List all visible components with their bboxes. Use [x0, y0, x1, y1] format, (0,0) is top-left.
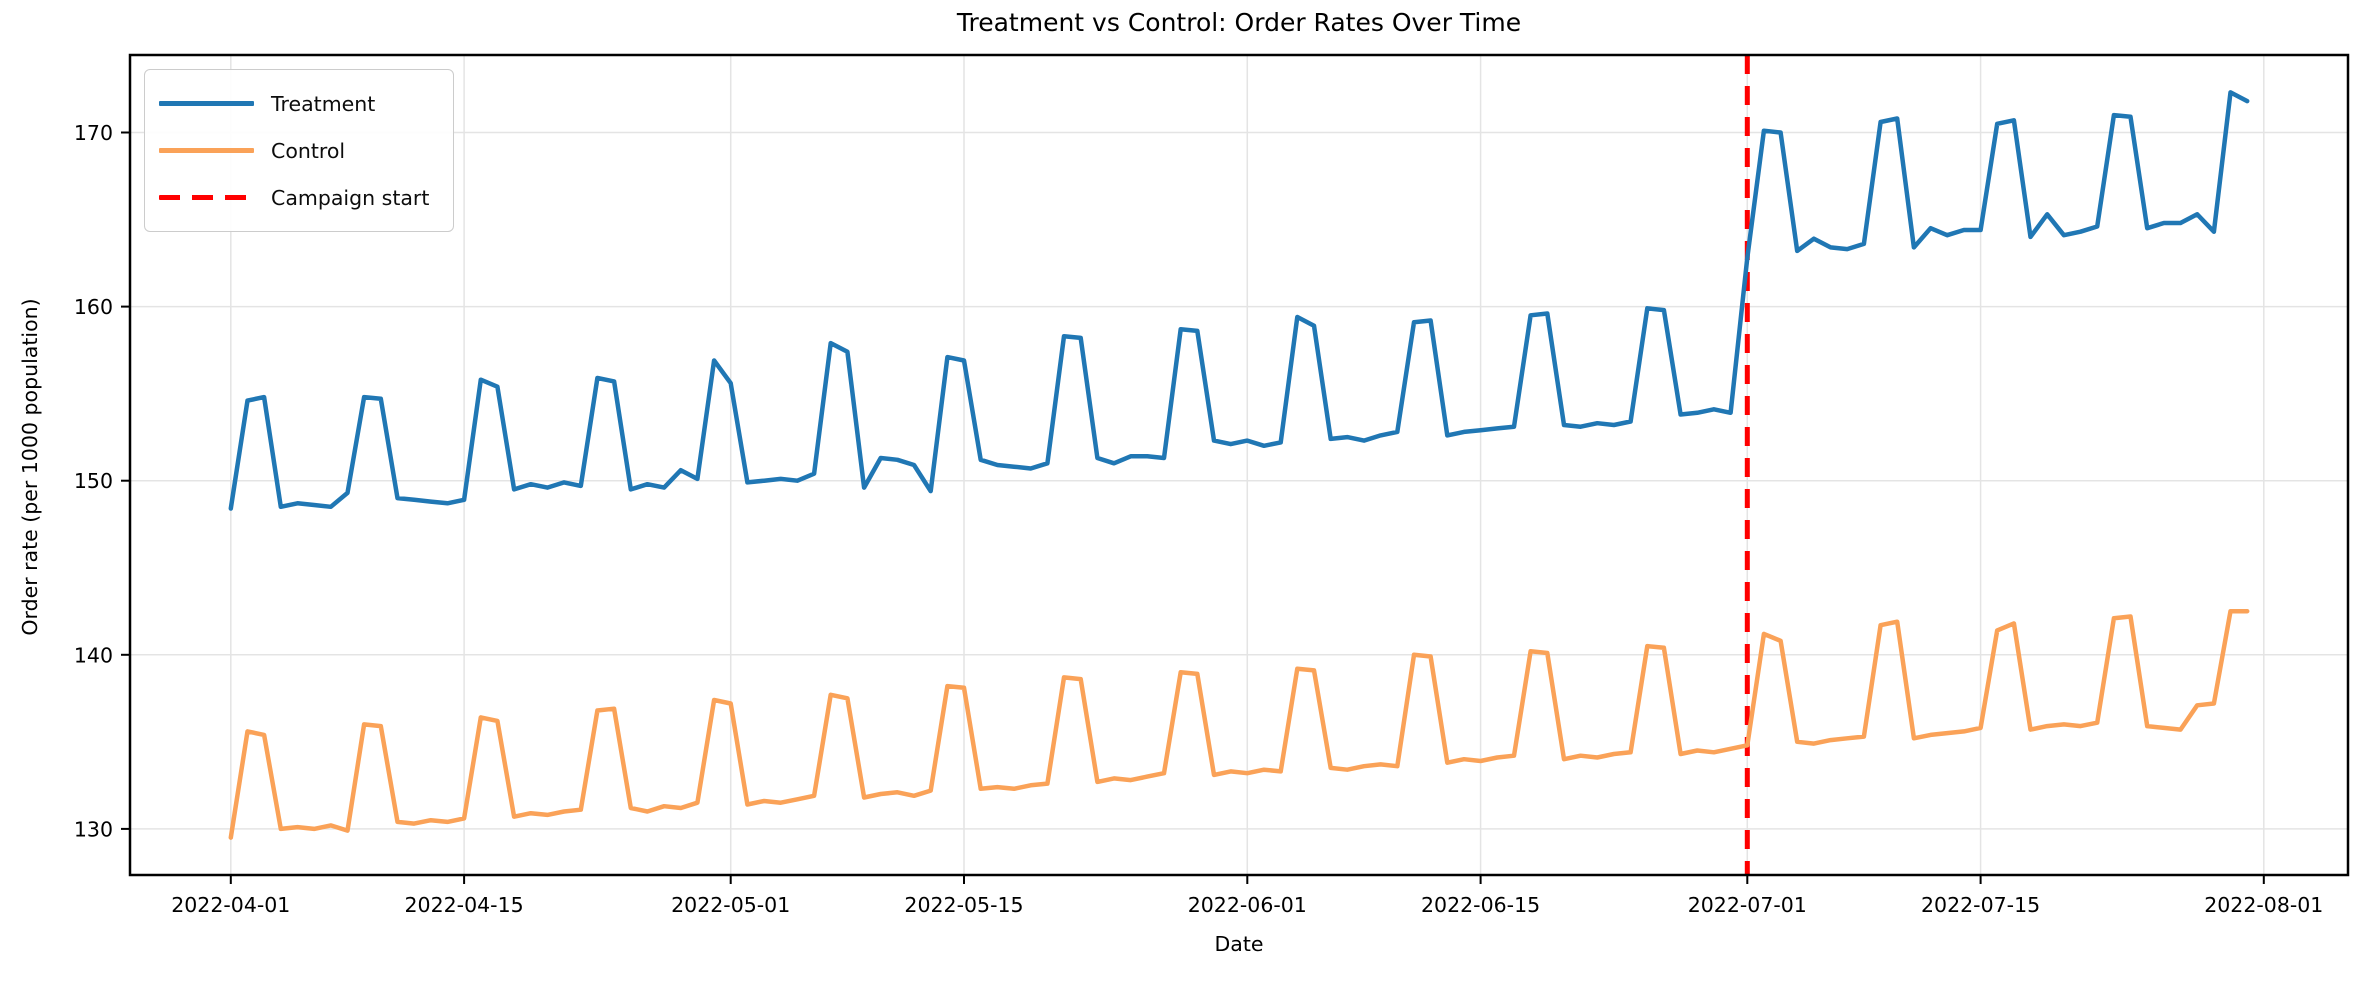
x-tick-label: 2022-07-15: [1921, 893, 2040, 917]
dashed-line-swatch: [159, 195, 254, 200]
x-tick-label: 2022-05-01: [671, 893, 790, 917]
x-tick-label: 2022-04-01: [171, 893, 290, 917]
y-tick-label: 130: [74, 817, 113, 841]
y-tick-label: 150: [74, 469, 113, 493]
plot-border: [128, 53, 2350, 877]
y-axis-label: Order rate (per 1000 population): [18, 298, 42, 636]
x-tick-label: 2022-05-15: [904, 893, 1023, 917]
x-tick-label: 2022-04-15: [405, 893, 524, 917]
legend-item-treatment: Treatment: [159, 80, 429, 127]
y-tick-label: 160: [74, 295, 113, 319]
legend-item-control: Control: [159, 127, 429, 174]
x-tick-label: 2022-06-01: [1188, 893, 1307, 917]
chart-title: Treatment vs Control: Order Rates Over T…: [956, 8, 1522, 37]
series-line-control: [228, 608, 2250, 840]
y-tick-label: 170: [74, 121, 113, 145]
x-tick-label: 2022-06-15: [1421, 893, 1540, 917]
series-line-treatment: [228, 90, 2250, 511]
y-tick-label: 140: [74, 643, 113, 667]
x-axis-label: Date: [1214, 932, 1264, 956]
x-tick-label: 2022-07-01: [1688, 893, 1807, 917]
line-swatch: [159, 148, 254, 153]
x-tick-label: 2022-08-01: [2204, 893, 2323, 917]
legend: Treatment Control Campaign start: [144, 69, 455, 232]
legend-label: Campaign start: [271, 185, 430, 210]
legend-item-campaign-start: Campaign start: [159, 174, 429, 221]
line-swatch: [159, 101, 254, 106]
legend-label: Treatment: [271, 91, 376, 116]
legend-label: Control: [271, 138, 346, 163]
